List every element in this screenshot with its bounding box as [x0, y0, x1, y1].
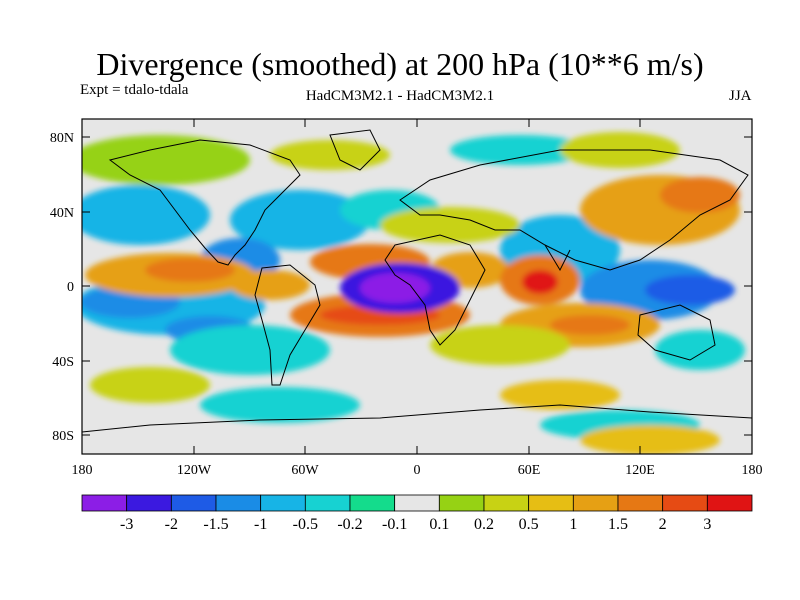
- lon-label-120e: 120E: [625, 463, 655, 478]
- colorbar-label: -3: [120, 516, 133, 533]
- axis-ticks: [82, 119, 752, 454]
- colorbar-label: -0.1: [382, 516, 407, 533]
- lat-label-40n: 40N: [50, 206, 74, 221]
- colorbar-swatch: [81, 494, 128, 512]
- colorbar-swatch: [349, 494, 396, 512]
- colorbar-label: -1.5: [203, 516, 228, 533]
- divergence-field: [82, 119, 752, 454]
- lat-label-0: 0: [67, 280, 74, 295]
- colorbar: -3 -2 -1.5 -1 -0.5 -0.2 -0.1 0.1 0.2 0.5 1 1.5 2 3: [81, 494, 753, 533]
- colorbar-label: 0.5: [519, 516, 539, 533]
- colorbar-label: -0.2: [337, 516, 362, 533]
- colorbar-swatch: [170, 494, 217, 512]
- lon-label-60e: 60E: [518, 463, 541, 478]
- colorbar-swatch: [528, 494, 574, 512]
- model-label: HadCM3M2.1 - HadCM3M2.1: [305, 88, 495, 104]
- experiment-label: Expt = tdalo-tdala: [80, 82, 189, 98]
- colorbar-label: 3: [703, 516, 711, 533]
- colorbar-swatch: [662, 494, 708, 512]
- colorbar-swatch: [617, 494, 664, 512]
- colorbar-label: 1: [569, 516, 577, 533]
- season-label: JJA: [729, 88, 752, 104]
- colorbar-label: 0.1: [429, 516, 449, 533]
- colorbar-label: -2: [165, 516, 178, 533]
- colorbar-swatch: [706, 494, 753, 512]
- colorbar-label: -0.5: [293, 516, 318, 533]
- colorbar-label: -1: [254, 516, 267, 533]
- colorbar-label: 1.5: [608, 516, 628, 533]
- colorbar-label: 0.2: [474, 516, 494, 533]
- colorbar-swatch: [438, 494, 485, 512]
- lat-label-80s: 80S: [52, 429, 74, 444]
- colorbar-swatch: [394, 494, 440, 512]
- lon-label-180w: 180: [72, 463, 93, 478]
- lon-label-0: 0: [414, 463, 421, 478]
- colorbar-swatch: [572, 494, 619, 512]
- coastlines: [82, 129, 752, 433]
- plot-title: Divergence (smoothed) at 200 hPa (10**6 …: [96, 46, 704, 82]
- colorbar-swatch: [304, 494, 351, 512]
- colorbar-label: 2: [659, 516, 667, 533]
- lon-label-120w: 120W: [177, 463, 212, 478]
- colorbar-swatch: [483, 494, 530, 512]
- colorbar-swatch: [126, 494, 172, 512]
- lon-label-60w: 60W: [291, 463, 319, 478]
- lat-label-80n: 80N: [50, 131, 74, 146]
- colorbar-swatch: [260, 494, 306, 512]
- lon-label-180e: 180: [742, 463, 763, 478]
- lat-label-40s: 40S: [52, 355, 74, 370]
- colorbar-swatch: [215, 494, 262, 512]
